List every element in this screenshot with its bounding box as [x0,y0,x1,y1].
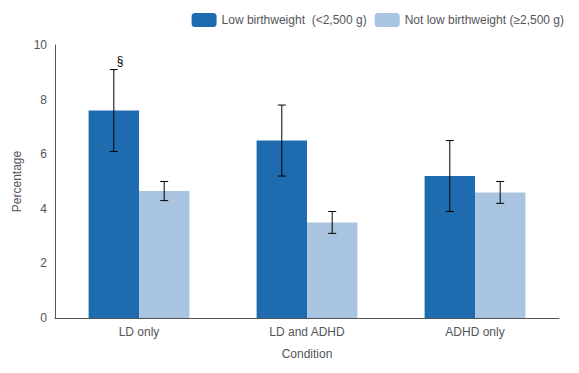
svg-text:§: § [117,54,124,68]
svg-text:ADHD only: ADHD only [445,325,504,339]
svg-text:LD only: LD only [119,325,160,339]
svg-text:LD and ADHD: LD and ADHD [269,325,345,339]
svg-text:2: 2 [40,256,47,270]
svg-text:Not low birthweight (≥2,500 g): Not low birthweight (≥2,500 g) [405,13,564,27]
svg-text:Low birthweight (<2,500 g): Low birthweight (<2,500 g) [222,13,367,27]
svg-text:8: 8 [40,93,47,107]
svg-text:4: 4 [40,202,47,216]
svg-text:Condition: Condition [282,347,333,361]
svg-text:10: 10 [34,38,48,52]
svg-text:6: 6 [40,147,47,161]
svg-text:0: 0 [40,311,47,325]
svg-text:Percentage: Percentage [10,150,24,212]
